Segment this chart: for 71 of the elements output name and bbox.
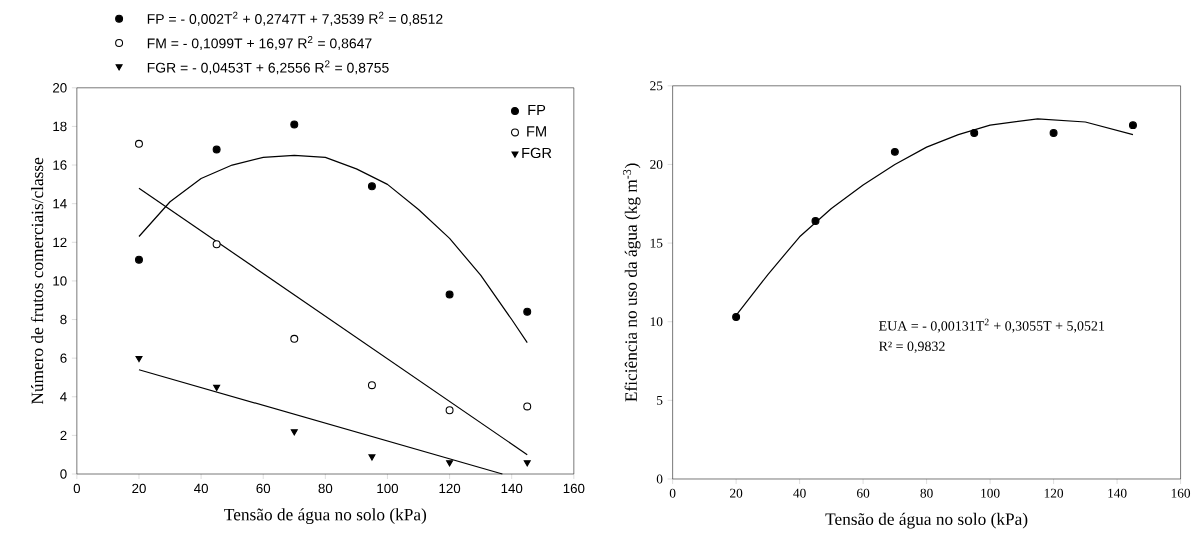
legend-label: FGR bbox=[522, 147, 552, 159]
text: FM = - 0,1099T + 16,97 R$^{2}$ = 0,8647 bbox=[147, 36, 372, 51]
y-axis-title: Eficiência no uso da água (kg m$^{-3}$) bbox=[622, 163, 641, 402]
y-tick-label: 10 bbox=[650, 317, 663, 327]
x-tick-label: 140 bbox=[1108, 488, 1127, 498]
point bbox=[213, 384, 221, 392]
x-tick-label: 160 bbox=[563, 483, 585, 494]
x-tick-label: 160 bbox=[1171, 488, 1191, 498]
y-tick-label: 4 bbox=[60, 392, 67, 402]
y-tick-label: 15 bbox=[650, 238, 663, 248]
point bbox=[134, 255, 143, 264]
y-tick-label: 14 bbox=[53, 199, 67, 209]
x-tick-label: 0 bbox=[669, 488, 676, 498]
x-tick-label: 100 bbox=[377, 483, 399, 494]
x-tick-label: 120 bbox=[439, 483, 461, 494]
point bbox=[732, 313, 741, 322]
point bbox=[890, 147, 899, 156]
y-tick-label: 2 bbox=[60, 430, 67, 441]
x-tick-label: 140 bbox=[501, 483, 523, 494]
point bbox=[1049, 129, 1058, 138]
x-tick-label: 60 bbox=[857, 488, 870, 498]
point bbox=[367, 182, 376, 191]
point bbox=[446, 460, 454, 467]
text: FP = - 0,002T$^{2}$ + 0,2747T + 7,3539 R$^{2}$ = 0,8512 bbox=[147, 11, 443, 26]
y-tick-label: 16 bbox=[53, 160, 67, 170]
point bbox=[523, 402, 532, 411]
y-tick-label: 5 bbox=[657, 395, 663, 405]
x-tick-label: 0 bbox=[73, 483, 81, 494]
point bbox=[212, 240, 221, 249]
point bbox=[290, 334, 299, 343]
x-tick-label: 80 bbox=[920, 488, 933, 498]
x-tick-label: 100 bbox=[981, 488, 1000, 498]
x-tick-label: 40 bbox=[194, 483, 208, 494]
legend-label: FM bbox=[527, 126, 546, 137]
point bbox=[290, 120, 299, 129]
point bbox=[367, 381, 376, 390]
x-tick-label: 20 bbox=[132, 483, 146, 494]
y-tick-label: 0 bbox=[656, 474, 663, 484]
point bbox=[811, 217, 820, 226]
point bbox=[445, 290, 454, 299]
point bbox=[970, 129, 979, 138]
annotation: EUA = - 0,00131T$^{2}$ + 0,3055T + 5,0521 bbox=[879, 318, 1105, 333]
annotation: R² = 0,9832 bbox=[879, 341, 945, 354]
point bbox=[290, 429, 298, 436]
text: FGR = - 0,0453T + 6,2556 R$^{2}$ = 0,8755 bbox=[147, 60, 389, 75]
point bbox=[523, 460, 531, 467]
point bbox=[212, 145, 221, 154]
point bbox=[368, 454, 376, 461]
y-tick-label: 6 bbox=[60, 353, 67, 363]
y-tick-label: 8 bbox=[60, 314, 67, 325]
y-tick-label: 0 bbox=[60, 469, 67, 479]
y-tick-label: 10 bbox=[53, 276, 67, 286]
y-axis-title: Número de frutos comerciais/classe bbox=[30, 157, 44, 405]
y-tick-label: 12 bbox=[53, 237, 67, 247]
x-tick-label: 60 bbox=[256, 483, 271, 494]
y-tick-label: 20 bbox=[650, 160, 663, 169]
point bbox=[134, 139, 143, 148]
x-axis-title: Tensão de água no solo (kPa) bbox=[224, 508, 427, 525]
x-tick-label: 80 bbox=[318, 483, 333, 494]
point bbox=[523, 307, 532, 316]
y-tick-label: 18 bbox=[53, 121, 67, 132]
x-tick-label: 20 bbox=[730, 488, 743, 498]
x-tick-label: 120 bbox=[1044, 488, 1064, 498]
legend-label: FP bbox=[528, 105, 546, 116]
x-axis-title: Tensão de água no solo (kPa) bbox=[825, 512, 1028, 529]
x-tick-label: 40 bbox=[793, 488, 806, 498]
y-tick-label: 25 bbox=[650, 81, 663, 91]
point bbox=[445, 406, 454, 415]
y-tick-label: 20 bbox=[53, 83, 67, 93]
point bbox=[135, 355, 143, 363]
point bbox=[1128, 121, 1137, 130]
